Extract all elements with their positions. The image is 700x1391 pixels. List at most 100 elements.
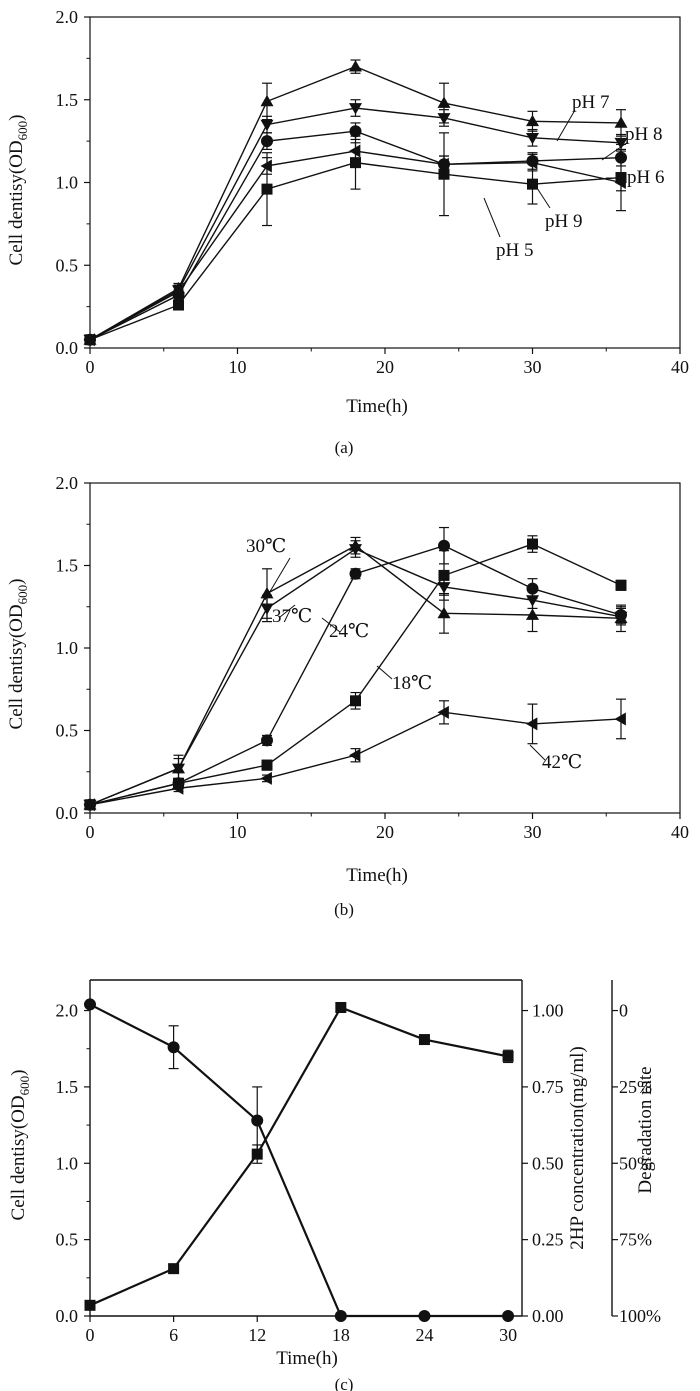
panel-c-label: (c): [335, 1375, 354, 1391]
data-point: [349, 567, 362, 580]
data-point: [260, 159, 272, 173]
data-point: [260, 603, 274, 615]
data-point: [502, 1050, 514, 1062]
panel-c-chart: Time(h) Cell dentisy(OD600) 2HP concentr…: [8, 979, 661, 1391]
data-point: [172, 763, 185, 775]
data-point: [83, 333, 95, 347]
series-annotation: 18℃: [392, 673, 432, 694]
y-tick-label: 0.5: [56, 1230, 79, 1250]
data-point: [438, 168, 450, 180]
panel-c-x-axis-title: Time(h): [276, 1348, 338, 1369]
data-point: [261, 135, 273, 148]
data-point: [84, 998, 96, 1011]
series-ph-9: [83, 142, 626, 347]
series-2hp-concentration: [84, 998, 515, 1322]
data-point: [526, 608, 539, 620]
annotation-leader: [483, 197, 501, 238]
data-point: [614, 137, 628, 150]
y-tick-label: 2.0: [56, 473, 79, 493]
series-annotation: pH 7: [572, 92, 609, 113]
series-annotation: pH 6: [627, 167, 664, 188]
x-tick-label: 40: [671, 822, 689, 842]
data-point: [260, 119, 274, 132]
panel-c-y-axis-title: Cell dentisy(OD600): [8, 1070, 32, 1221]
x-tick-label: 20: [376, 357, 394, 377]
y-far-right-tick-label: 75%: [619, 1230, 652, 1250]
y-tick-label: 0.5: [56, 721, 79, 741]
data-point: [437, 96, 451, 108]
y-tick-label: 1.0: [56, 638, 79, 658]
x-tick-label: 0: [86, 822, 95, 842]
data-point: [350, 695, 361, 707]
series-line: [89, 1003, 509, 1318]
series-annotation: pH 9: [545, 211, 582, 232]
data-point: [261, 759, 273, 771]
annotation-leader: [529, 744, 546, 761]
panel-c-far-right-axis-title: Degradation rate: [635, 1066, 656, 1193]
data-point: [83, 798, 95, 812]
data-point: [349, 60, 362, 72]
data-point: [438, 539, 450, 552]
panel-c-right-axis-title: 2HP concentration(mg/ml): [567, 1046, 588, 1250]
data-point: [173, 299, 184, 311]
data-point: [168, 1263, 180, 1275]
annotation-leader: [536, 187, 551, 209]
y-far-right-tick-label: 25%: [619, 1077, 652, 1097]
data-point: [526, 156, 538, 170]
annotation-leader: [376, 665, 393, 680]
data-point: [349, 748, 361, 762]
panel-a-y-axis-title: Cell dentisy(OD600): [6, 115, 30, 266]
x-tick-label: 0: [86, 1325, 95, 1345]
data-point: [84, 1299, 96, 1311]
panel-b-y-axis-title: Cell dentisy(OD600): [6, 579, 30, 730]
x-tick-label: 6: [169, 1325, 178, 1345]
data-point: [437, 606, 451, 619]
data-point: [260, 771, 272, 785]
data-point: [172, 781, 184, 795]
x-tick-label: 20: [376, 822, 394, 842]
series-ph-5: [84, 132, 627, 346]
y-tick-label: 2.0: [56, 1001, 79, 1021]
annotation-leader: [279, 604, 296, 618]
data-point: [614, 712, 626, 726]
data-point: [334, 1310, 347, 1322]
x-tick-label: 0: [86, 357, 95, 377]
series-annotation: pH 5: [496, 240, 533, 261]
y-tick-label: 1.5: [56, 1077, 79, 1097]
data-point: [350, 157, 361, 169]
y-tick-label: 0.5: [56, 255, 79, 275]
x-tick-label: 30: [499, 1325, 517, 1345]
data-point: [614, 611, 628, 624]
data-point: [418, 1310, 431, 1322]
data-point: [526, 717, 538, 731]
x-tick-label: 10: [229, 822, 247, 842]
data-point: [614, 176, 626, 189]
panel-a-label: (a): [335, 438, 354, 457]
annotation-leader: [321, 617, 341, 633]
data-point: [437, 582, 451, 594]
series-42℃: [83, 698, 626, 812]
series-annotation: 37℃: [272, 606, 312, 627]
data-point: [615, 151, 627, 164]
data-point: [260, 94, 274, 107]
x-tick-label: 10: [229, 357, 247, 377]
panel-a-chart: Time(h) Cell dentisy(OD600) (a) 0 10 20 30 4…: [6, 7, 689, 457]
data-point: [527, 178, 538, 190]
data-point: [526, 132, 539, 145]
data-point: [502, 1310, 515, 1322]
x-tick-label: 12: [248, 1325, 266, 1345]
y-tick-label: 1.0: [56, 1153, 79, 1173]
y-right-tick-label: 0.25: [532, 1230, 564, 1250]
series-cell-density: [84, 1001, 514, 1311]
y-far-right-tick-label: 50%: [619, 1153, 652, 1173]
series-annotation: pH 8: [625, 124, 662, 145]
annotation-leader: [601, 141, 629, 161]
x-tick-label: 18: [332, 1325, 350, 1345]
panel-b-x-axis-title: Time(h): [346, 865, 408, 886]
data-point: [349, 103, 362, 115]
data-point: [172, 285, 184, 299]
x-tick-label: 24: [415, 1325, 433, 1345]
panel-a-x-axis-title: Time(h): [346, 396, 408, 417]
series-annotation: 24℃: [329, 621, 369, 642]
